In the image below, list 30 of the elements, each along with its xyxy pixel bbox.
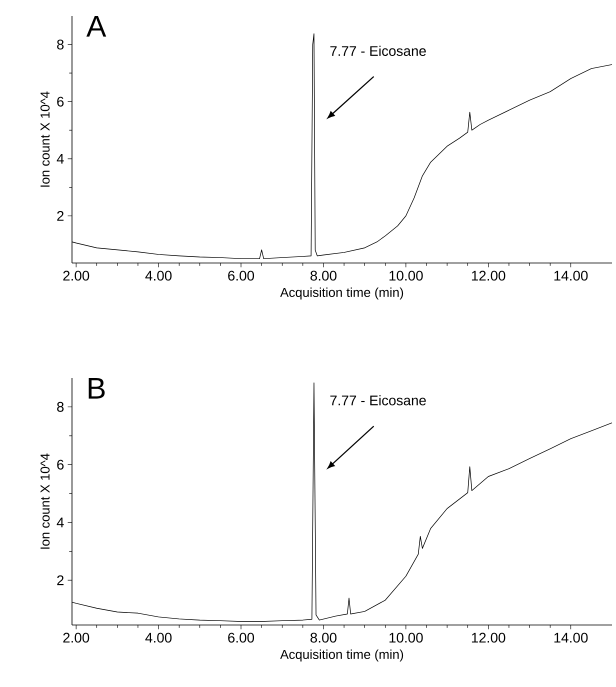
x-tick-label: 10.00	[390, 632, 423, 643]
x-tick-label: 10.00	[390, 270, 423, 281]
annotation: 7.77 - Eicosane	[330, 395, 426, 406]
x-tick-label: 12.00	[472, 632, 506, 643]
chart-title: B	[88, 378, 105, 399]
x-tick-label: 4.00	[145, 632, 172, 643]
x-tick-label: 6.00	[228, 270, 254, 281]
annotation: 7.77 - Eicosane	[330, 46, 426, 56]
y-tick-label: 6	[57, 96, 64, 107]
x-tick-label: 8.00	[310, 632, 336, 643]
x-axis-title: Acquisition time (min)	[280, 649, 404, 662]
x-tick-label: 4.00	[145, 270, 172, 281]
x-tick-label: 6.00	[228, 632, 254, 643]
x-tick-label: 8.00	[310, 270, 336, 281]
y-tick-label: 6	[57, 460, 64, 470]
y-tick-label: 8	[57, 40, 64, 50]
x-tick-label: 2.00	[63, 632, 90, 643]
y-tick-label: 2	[57, 575, 64, 586]
y-tick-label: 4	[56, 154, 64, 164]
x-tick-label: 14.00	[554, 270, 588, 281]
y-axis-title: Ion count X 10^4	[40, 91, 50, 187]
y-tick-label: 4	[56, 518, 64, 528]
x-tick-label: 12.00	[472, 270, 506, 281]
x-tick-label: 2.00	[63, 270, 90, 281]
x-axis-title: Acquisition time (min)	[280, 287, 404, 300]
y-tick-label: 2	[57, 211, 64, 221]
x-tick-label: 14.00	[554, 632, 588, 643]
y-tick-label: 8	[57, 402, 64, 412]
chart-title: A	[86, 16, 106, 37]
y-axis-title: Ion count X 10^4	[40, 453, 50, 549]
